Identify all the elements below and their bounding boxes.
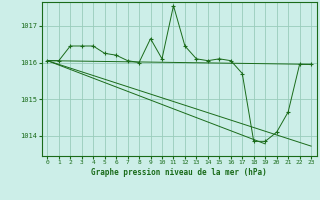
X-axis label: Graphe pression niveau de la mer (hPa): Graphe pression niveau de la mer (hPa) bbox=[91, 168, 267, 177]
